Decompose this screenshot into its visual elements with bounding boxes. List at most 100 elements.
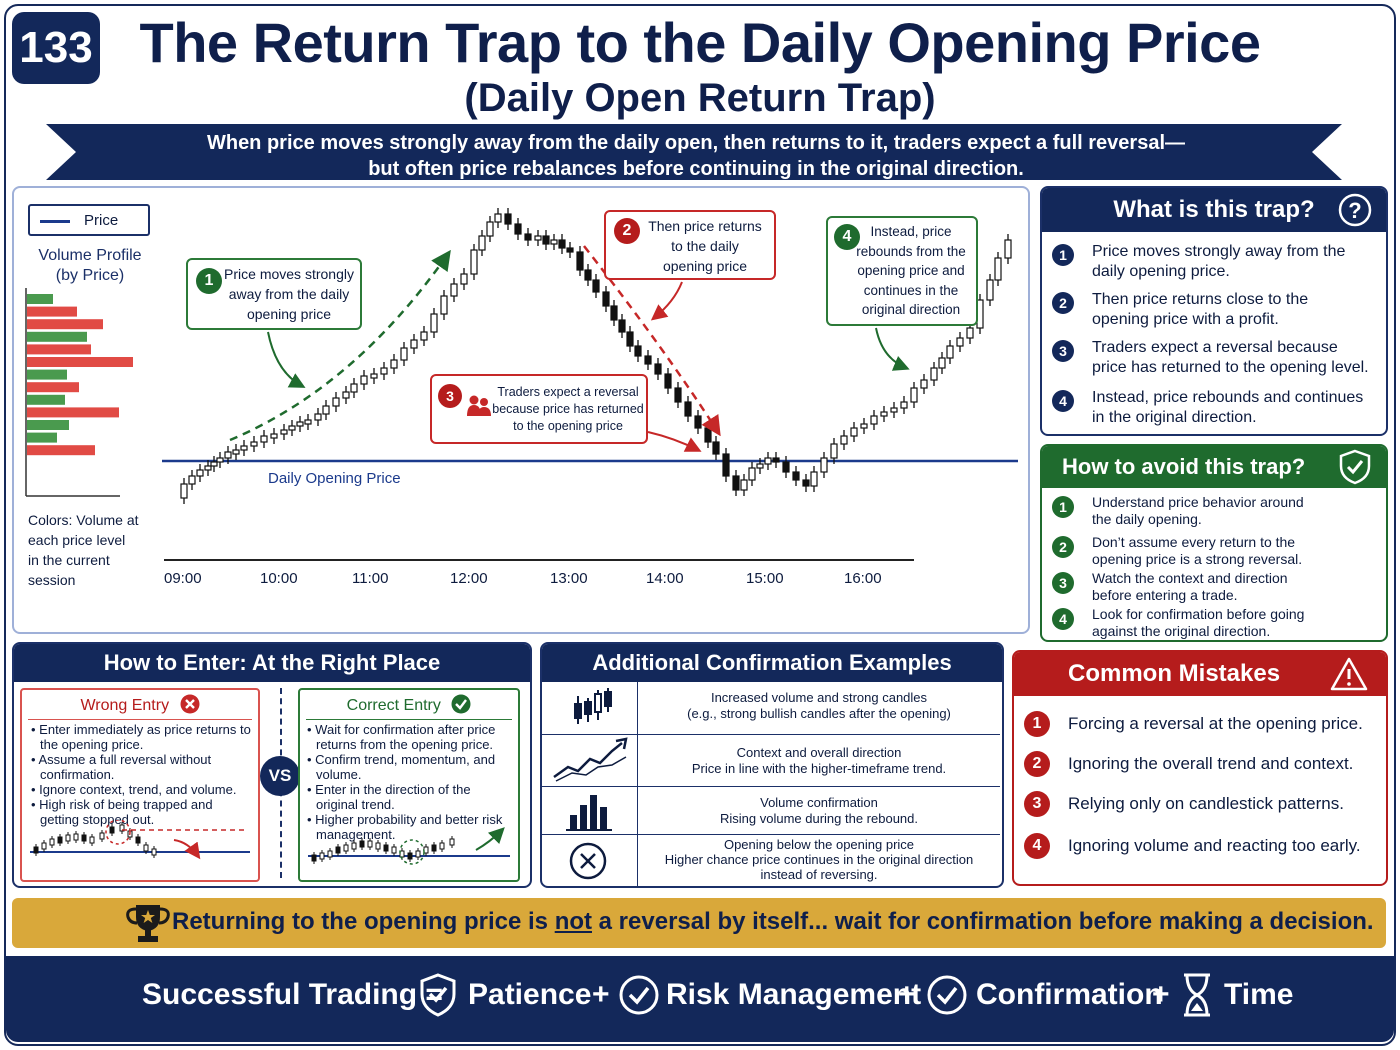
mini-candle-body [33,846,39,854]
callout-4: 4 Instead, price rebounds from the opening… [826,216,978,326]
ribbon-line-2: but often price rebalances before contin… [368,158,1024,180]
candle-body [930,367,938,381]
return-arrow [583,245,721,437]
candle-body [332,397,340,407]
avoid-item-4-num: 4 [1052,608,1074,630]
candle-body [360,375,368,385]
mistakes-title: Common Mistakes [1068,660,1281,687]
mini-candle-body [49,838,55,846]
key-takeaway-banner: Returning to the opening price is not a … [12,898,1386,948]
callout-2-number: 2 [614,218,640,244]
callout-4-line-2: rebounds from the [856,243,966,259]
candle-body [270,433,278,439]
candle-body [504,213,512,225]
x-mark-icon [569,842,607,880]
candle-body [732,475,740,491]
time-tick-label: 11:00 [352,570,389,587]
correct-item-3-text: Enter in the direction of the original t… [315,782,471,812]
candle-body [470,249,478,275]
avoid-item-4-a: Look for confirmation before going [1092,606,1305,622]
page-title: The Return Trap to the Daily Opening Pri… [139,11,1261,74]
wrong-item-1: • Enter immediately as price returns to … [31,722,251,752]
candle-body [314,413,322,421]
time-tick-label: 13:00 [550,570,588,587]
mistakes-panel: Common Mistakes 1 Forcing a reversal at t… [1012,650,1388,886]
chart-legend: Price [28,204,150,236]
callout-3: 3 Traders expect a reversal because price… [430,374,648,444]
mini-candle-body [359,840,365,848]
callout-2-pointer [650,281,683,321]
callout-2: 2 Then price returns to the daily opening … [604,210,776,280]
avoid-item-2-num: 2 [1052,536,1074,558]
what-item-1-a: Price moves strongly away from the [1092,243,1346,260]
callout-4-line-5: original direction [861,302,961,317]
mistake-3-text: Relying only on candlestick patterns. [1068,794,1344,813]
candle-body [946,345,954,359]
candle-body [810,471,818,487]
candle-body [910,387,918,403]
check-circle-icon-1 [619,975,659,1015]
avoid-item-3-b: before entering a trade. [1092,587,1238,603]
question-icon: ? [1338,193,1372,227]
confirm-row-3: Volume confirmation Rising volume during … [542,786,1000,834]
time-tick-label: 12:00 [450,570,488,587]
callout-4-line-1: Instead, price [870,224,952,239]
banner-text-end: a reversal by itself... wait for confirm… [592,908,1374,935]
ribbon-line-1: When price moves strongly away from the … [206,132,1186,154]
candle-body [890,407,898,413]
mini-candle-body [391,846,397,854]
mini-candle-body [367,840,373,848]
candle-body [802,479,810,487]
mini-candle-body [119,824,125,832]
callout-2-line-3: opening price [662,258,748,274]
candle-body [478,235,486,251]
what-item-2-a: Then price returns close to the [1092,291,1309,308]
wrong-item-3: • Ignore context, trend, and volume. [31,782,237,797]
callout-4-line-4: continues in the [863,282,959,298]
candle-body [1004,239,1012,259]
mini-entry-ring [399,839,425,865]
correct-entry-box: Correct Entry • Wait for confirmation af… [298,688,520,882]
candle-body [250,441,258,447]
banner-text-start: Returning to the opening price is [172,908,555,935]
candle-body [664,373,672,389]
candle-body [626,331,634,347]
candle-body [494,213,502,223]
candle-body [792,471,800,481]
candle-body [224,451,232,459]
avoid-title: How to avoid this trap? [1062,454,1306,479]
mini-candle-body [99,832,105,840]
mini-candle-body [135,836,141,844]
confirm-row-2-b: Price in line with the higher-timeframe … [691,761,947,776]
mini-candle-body [311,854,317,862]
candle-body [380,367,388,375]
correct-item-4-text: Higher probability and better risk manag… [315,812,503,842]
candle-body [584,269,592,281]
candle-body [370,373,378,379]
callout-3-line-1: Traders expect a reversal [497,385,639,399]
candle-body [210,461,218,467]
candle-body [188,475,196,485]
number-badge: 133 [12,12,100,84]
candle-body [400,347,408,361]
confirm-row-1-b: (e.g., strong bullish candles after the … [687,706,951,721]
what-item-1-num: 1 [1052,244,1074,266]
enter-title: How to Enter: At the Right Place [14,644,530,682]
candle-body [602,291,610,307]
vs-badge: VS [260,756,300,796]
confirm-row-1-a: Increased volume and strong candles [710,690,928,705]
mini-candle-body [335,846,341,854]
candle-body [514,223,522,235]
uptrend-icon [553,737,628,782]
confirm-row-2-a: Context and overall direction [736,745,902,760]
candle-body [994,257,1002,281]
candle-body [694,415,702,429]
volume-profile-bar [27,394,65,405]
candle-body [618,319,626,333]
candle-body [486,221,494,237]
volume-title-1: Volume Profile [38,247,142,264]
mistake-1-num: 1 [1024,711,1050,737]
colors-note-3: in the current [28,552,110,568]
move-away-arrow [229,249,451,442]
correct-entry-mini-chart [308,827,510,865]
